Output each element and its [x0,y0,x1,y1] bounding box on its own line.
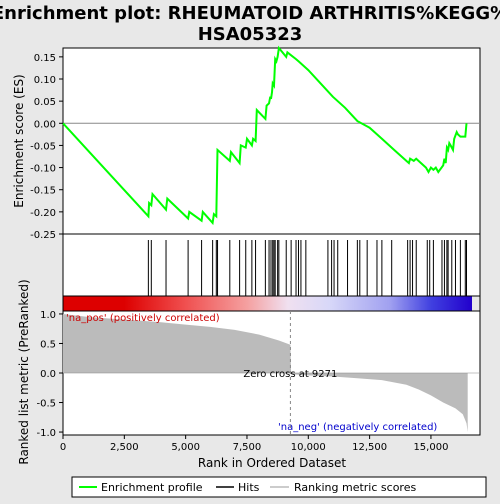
es-tick-label-5: -0.10 [30,164,56,175]
x-tick-label-3: 7,500 [233,442,262,453]
es-tick-label-4: -0.05 [30,141,56,152]
zero-cross-label: Zero cross at 9271 [243,369,337,380]
hit-markers [147,240,468,296]
na-pos-label: 'na_pos' (positively correlated) [66,313,220,324]
na-neg-label: 'na_neg' (negatively correlated) [278,422,437,433]
x-axis: 0 2,500 5,000 7,500 10,000 12,500 15,000 [60,435,448,453]
metric-tick-label-2: 0.0 [40,369,56,380]
legend-profile-label: Enrichment profile [101,481,203,494]
metric-tick-label-3: -0.5 [36,399,56,410]
es-tick-label-6: -0.15 [30,186,56,197]
metric-tick-label-4: -1.0 [36,428,56,439]
es-y-axis: 0.15 0.10 0.05 0.00 -0.05 -0.10 -0.15 -0.20 -0.2… [30,53,63,241]
metric-tick-label-0: 1.0 [40,310,56,321]
x-tick-label-6: 15,000 [413,442,448,453]
metric-y-axis: 1.0 0.5 0.0 -0.5 -1.0 [36,310,63,439]
x-tick-label-1: 2,500 [110,442,139,453]
x-tick-label-2: 5,000 [171,442,200,453]
heatmap-bar [63,296,472,311]
es-ylabel: Enrichment score (ES) [12,74,26,207]
ranked-metric-area [63,314,480,432]
es-tick-label-3: 0.00 [34,119,56,130]
es-panel [62,47,481,235]
enrichment-profile-line [62,45,468,226]
title-line-1: Enrichment plot: RHEUMATOID ARTHRITIS%KE… [0,3,500,24]
legend-metric-label: Ranking metric scores [294,481,416,494]
legend-hits-label: Hits [238,481,260,494]
es-tick-label-7: -0.20 [30,208,56,219]
title-line-2: HSA05323 [198,24,303,45]
x-tick-label-0: 0 [60,442,66,453]
metric-ylabel: Ranked list metric (PreRanked) [17,279,31,464]
es-tick-label-0: 0.15 [34,53,56,64]
x-tick-label-4: 10,000 [291,442,326,453]
es-tick-label-8: -0.25 [30,230,56,241]
metric-tick-label-1: 0.5 [40,339,56,350]
xlabel: Rank in Ordered Dataset [198,456,346,470]
x-tick-label-5: 12,500 [352,442,387,453]
legend: Enrichment profile Hits Ranking metric s… [71,476,487,498]
enrichment-profile-series [62,45,468,226]
es-tick-label-1: 0.10 [34,75,56,86]
chart-title: Enrichment plot: RHEUMATOID ARTHRITIS%KE… [0,3,500,45]
es-tick-label-2: 0.05 [34,97,56,108]
